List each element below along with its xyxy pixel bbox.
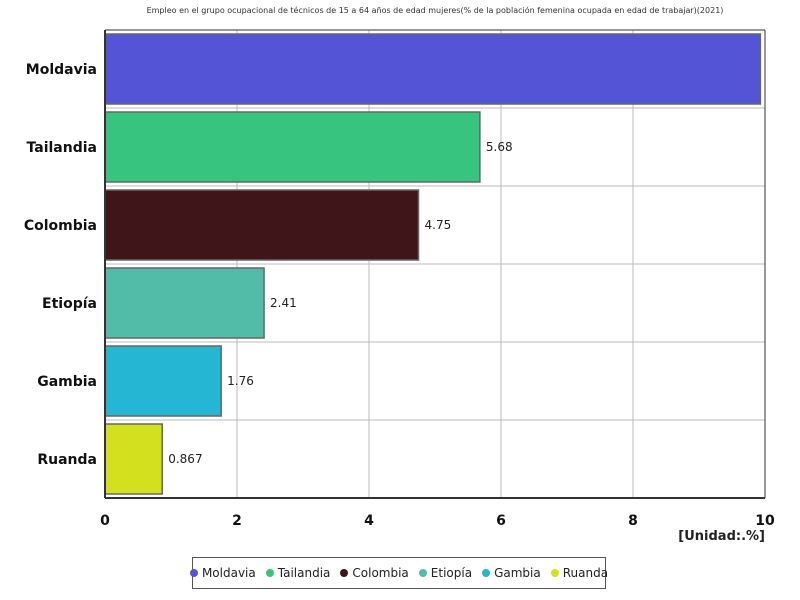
data-label: 4.75 <box>425 218 452 232</box>
category-label: Etiopía <box>42 296 97 312</box>
x-tick-label: 8 <box>628 513 638 529</box>
legend-item: Gambia <box>482 566 541 580</box>
legend-label: Ruanda <box>562 566 609 580</box>
x-tick-label: 10 <box>755 513 775 529</box>
x-tick-label: 0 <box>100 513 110 529</box>
unit-label: [Unidad:.%] <box>678 529 765 544</box>
bar-etiopía <box>104 267 265 339</box>
legend-swatch <box>550 569 559 577</box>
bar-gambia <box>104 345 222 417</box>
legend: Moldavia Tailandia Colombia Etiopía Gambia Ru… <box>189 557 609 589</box>
legend-label: Etiopía <box>430 566 473 580</box>
legend-swatch <box>482 569 491 577</box>
legend-label: Gambia <box>494 566 541 580</box>
category-label: Ruanda <box>37 452 97 468</box>
legend-item: Moldavia <box>189 566 256 580</box>
x-tick-label: 2 <box>232 513 242 529</box>
category-label: Colombia <box>24 218 97 234</box>
legend-swatch <box>340 569 349 577</box>
legend-label: Colombia <box>352 566 409 580</box>
legend-item: Etiopía <box>418 566 473 580</box>
legend-item: Colombia <box>340 566 409 580</box>
data-label: 5.68 <box>486 140 513 154</box>
x-tick-label: 4 <box>364 513 374 529</box>
data-label: 0.867 <box>168 452 202 466</box>
legend-item: Tailandia <box>265 566 331 580</box>
chart-title: Empleo en el grupo ocupacional de técnic… <box>146 6 724 15</box>
bar-tailandia <box>104 111 481 183</box>
data-label: 2.41 <box>270 296 297 310</box>
legend-swatch <box>418 569 427 577</box>
bar-colombia <box>104 189 420 261</box>
legend-swatch <box>189 569 198 577</box>
bar-ruanda <box>104 423 163 495</box>
x-tick-label: 6 <box>496 513 506 529</box>
legend-item: Ruanda <box>550 566 609 580</box>
category-label: Gambia <box>37 374 97 390</box>
data-label: 1.76 <box>227 374 254 388</box>
category-label: Tailandia <box>27 140 97 156</box>
category-label: Moldavia <box>26 62 97 78</box>
legend-label: Tailandia <box>277 566 331 580</box>
legend-label: Moldavia <box>201 566 256 580</box>
legend-swatch <box>265 569 274 577</box>
bar-moldavia <box>104 33 762 105</box>
